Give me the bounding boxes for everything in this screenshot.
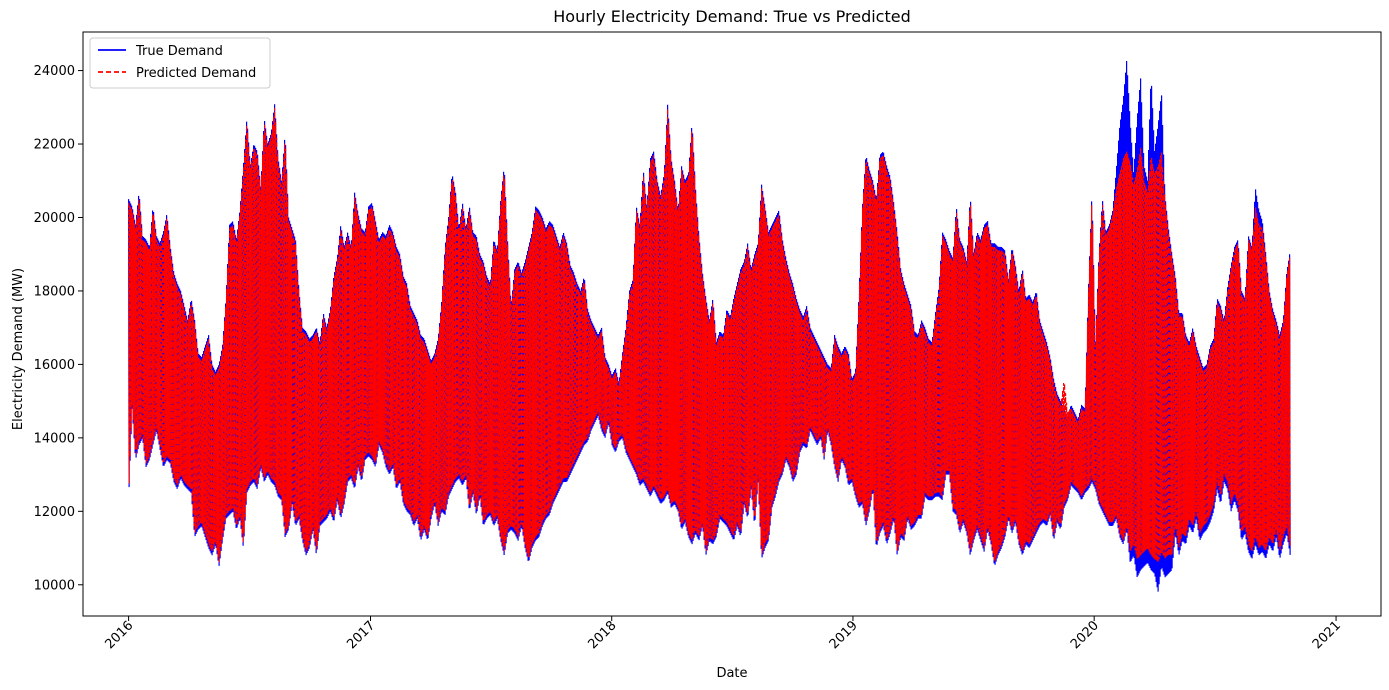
y-tick-label: 12000 <box>34 505 75 520</box>
x-tick-label: 2018 <box>586 618 620 652</box>
x-axis-label: Date <box>716 666 747 681</box>
chart-title: Hourly Electricity Demand: True vs Predi… <box>553 7 911 26</box>
x-tick-label: 2021 <box>1310 618 1344 652</box>
plot-frame <box>82 31 1382 617</box>
y-tick-label: 22000 <box>34 138 75 153</box>
x-tick-label: 2019 <box>827 618 861 652</box>
y-tick-label: 10000 <box>34 578 75 593</box>
y-tick-label: 14000 <box>34 431 75 446</box>
y-ticks: 10000 12000 14000 16000 18000 20000 22000 24000 <box>34 64 83 593</box>
y-tick-label: 24000 <box>34 64 75 79</box>
legend: True Demand Predicted Demand <box>89 37 271 89</box>
legend-box <box>89 37 271 89</box>
x-ticks: 2016 2017 2018 2019 2020 2021 <box>102 616 1344 652</box>
y-tick-label: 16000 <box>34 358 75 373</box>
y-tick-label: 18000 <box>34 284 75 299</box>
x-tick-label: 2020 <box>1068 618 1102 652</box>
plot-series <box>128 61 1291 592</box>
y-axis-label: Electricity Demand (MW) <box>11 268 26 430</box>
legend-true-demand-label: True Demand <box>135 44 223 59</box>
legend-predicted-demand-label: Predicted Demand <box>136 66 256 81</box>
x-tick-label: 2017 <box>344 618 378 652</box>
x-tick-label: 2016 <box>102 618 136 652</box>
y-tick-label: 20000 <box>34 211 75 226</box>
series-line-predicted-demand <box>128 107 1291 563</box>
